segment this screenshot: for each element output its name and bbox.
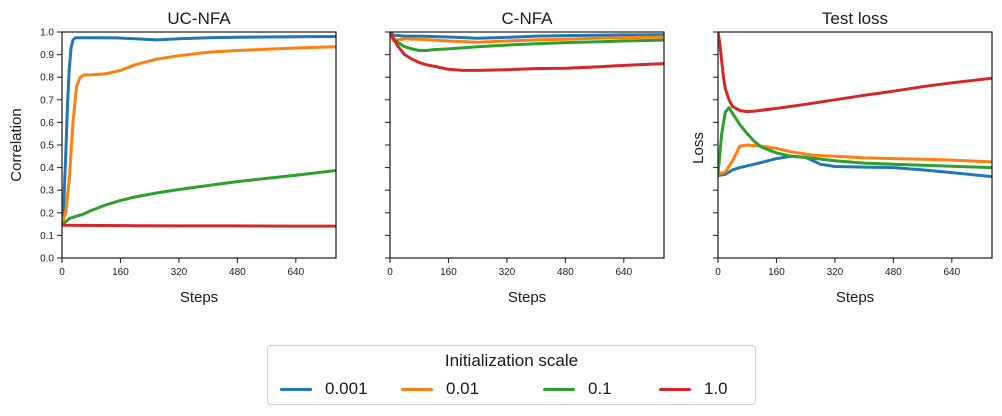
- legend-item: 0.001: [280, 378, 368, 400]
- legend-title: Initialization scale: [444, 351, 579, 370]
- x-tick-label: 160: [440, 267, 457, 278]
- legend-item: 0.1: [543, 378, 612, 400]
- x-tick-label: 640: [615, 267, 632, 278]
- y-tick-label: 0.0: [40, 254, 54, 265]
- series-line-1.0: [718, 32, 992, 114]
- x-tick-label: 160: [112, 267, 129, 278]
- x-tick-label: 640: [943, 267, 960, 278]
- x-tick-label: 0: [715, 267, 721, 278]
- series-line-0.001: [390, 32, 664, 40]
- legend-swatch: [543, 387, 575, 391]
- x-tick-label: 0: [387, 267, 393, 278]
- x-tick-label: 0: [59, 267, 65, 278]
- legend-label: 0.01: [446, 379, 480, 398]
- legend-label: 0.001: [325, 379, 368, 398]
- x-tick-label: 320: [499, 267, 516, 278]
- y-axis-label: Loss: [690, 132, 707, 164]
- x-tick-label: 480: [229, 267, 246, 278]
- x-tick-label: 160: [768, 267, 785, 278]
- y-tick-label: 0.4: [40, 163, 54, 174]
- figure: UC-NFA Steps Correlation 0 160 320 480 640 0.…: [8, 9, 993, 306]
- y-tick-label: 0.2: [40, 208, 54, 219]
- panel-title: UC-NFA: [167, 9, 231, 28]
- y-tick-label: 0.7: [40, 95, 54, 106]
- panel-test-loss: Test loss Steps Loss 0 160 320 480 640: [690, 9, 993, 306]
- legend: Initialization scale 0.001 0.01 0.1 1.0: [267, 345, 756, 405]
- series-line-0.01: [718, 143, 992, 176]
- x-tick-label: 320: [171, 267, 188, 278]
- y-tick-label: 0.6: [40, 118, 54, 129]
- panel-c-nfa: C-NFA Steps 0 160 320 480 640: [385, 9, 665, 306]
- series-line-0.1: [62, 169, 336, 226]
- legend-swatch: [401, 387, 433, 391]
- series-line-0.1: [718, 106, 992, 176]
- x-tick-label: 480: [557, 267, 574, 278]
- legend-swatch: [659, 387, 691, 391]
- y-tick-label: 0.1: [40, 231, 54, 242]
- x-tick-label: 320: [827, 267, 844, 278]
- x-tick-label: 480: [885, 267, 902, 278]
- y-tick-label: 0.8: [40, 73, 54, 84]
- series-line-0.01: [390, 32, 664, 44]
- y-tick-label: 1.0: [40, 28, 54, 39]
- panel-uc-nfa: UC-NFA Steps Correlation 0 160 320 480 640 0.…: [8, 9, 337, 306]
- series-line-1.0: [62, 223, 336, 228]
- series-line-0.01: [62, 45, 336, 226]
- legend-swatch: [280, 387, 312, 391]
- panel-title: Test loss: [822, 9, 888, 28]
- panel-title: C-NFA: [502, 9, 554, 28]
- legend-label: 0.1: [588, 379, 612, 398]
- x-tick-label: 640: [287, 267, 304, 278]
- x-axis-label: Steps: [180, 289, 218, 306]
- y-tick-label: 0.3: [40, 186, 54, 197]
- legend-item: 0.01: [401, 378, 479, 400]
- series-line-0.001: [62, 35, 336, 226]
- series-line-0.1: [390, 32, 664, 52]
- legend-row: 0.001 0.01 0.1 1.0: [268, 378, 755, 400]
- legend-label: 1.0: [704, 379, 728, 398]
- y-axis-label: Correlation: [8, 108, 25, 181]
- legend-item: 1.0: [659, 378, 728, 400]
- series-line-1.0: [390, 32, 664, 72]
- x-axis-label: Steps: [508, 289, 546, 306]
- y-tick-label: 0.9: [40, 50, 54, 61]
- x-axis-label: Steps: [836, 289, 874, 306]
- y-tick-label: 0.5: [40, 141, 54, 152]
